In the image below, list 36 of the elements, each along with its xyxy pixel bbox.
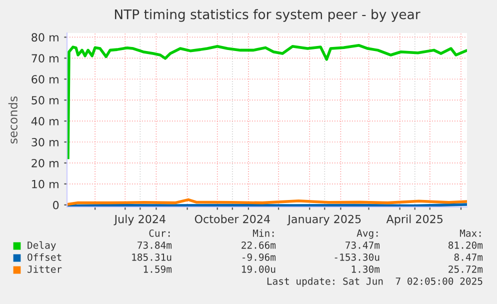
text: 73.47m: [346, 241, 380, 249]
text: 81.20m: [448, 241, 483, 249]
y-tick-label: 10 m: [32, 180, 58, 188]
text: 1.30m: [352, 265, 380, 273]
x-tick-label: April 2025: [386, 214, 442, 226]
text: 185.31u: [132, 253, 172, 261]
text: -153.30u: [334, 253, 380, 261]
y-tick-label: 0: [53, 200, 59, 210]
y-tick-label: 70 m: [32, 54, 58, 63]
chart-title: NTP timing statistics for system peer - by year: [114, 9, 420, 22]
text: 73.84m: [138, 241, 172, 249]
text: 8.47m: [454, 253, 483, 261]
text: 25.72m: [448, 265, 483, 273]
legend-label: Jitter: [28, 265, 62, 273]
text: 1.59m: [144, 265, 172, 273]
x-tick-label: October 2024: [194, 214, 270, 224]
y-tick-label: 80 m: [32, 33, 58, 42]
x-tick-label: July 2024: [114, 214, 166, 226]
y-tick-label: 60 m: [32, 75, 58, 84]
text: 22.66m: [242, 241, 276, 249]
y-tick-label: 30 m: [32, 138, 58, 146]
text: Cur:: [149, 229, 170, 237]
x-tick-label: January 2025: [287, 214, 361, 226]
text: 19.00u: [242, 265, 276, 273]
y-tick-label: 50 m: [32, 96, 58, 104]
text: -9.96m: [242, 253, 276, 261]
legend-label: Delay: [28, 241, 56, 251]
text: Last update: Sat Jun 7 02:05:00 2025: [267, 277, 482, 287]
y-axis-title: seconds: [8, 96, 18, 144]
legend-label: Offset: [28, 253, 62, 261]
line-series: [67, 44, 467, 160]
y-tick-label: 40 m: [31, 117, 58, 126]
text: Max:: [460, 230, 481, 237]
y-tick-label: 20 m: [32, 158, 58, 168]
text: Min:: [252, 229, 274, 237]
text: Avg:: [356, 230, 378, 239]
